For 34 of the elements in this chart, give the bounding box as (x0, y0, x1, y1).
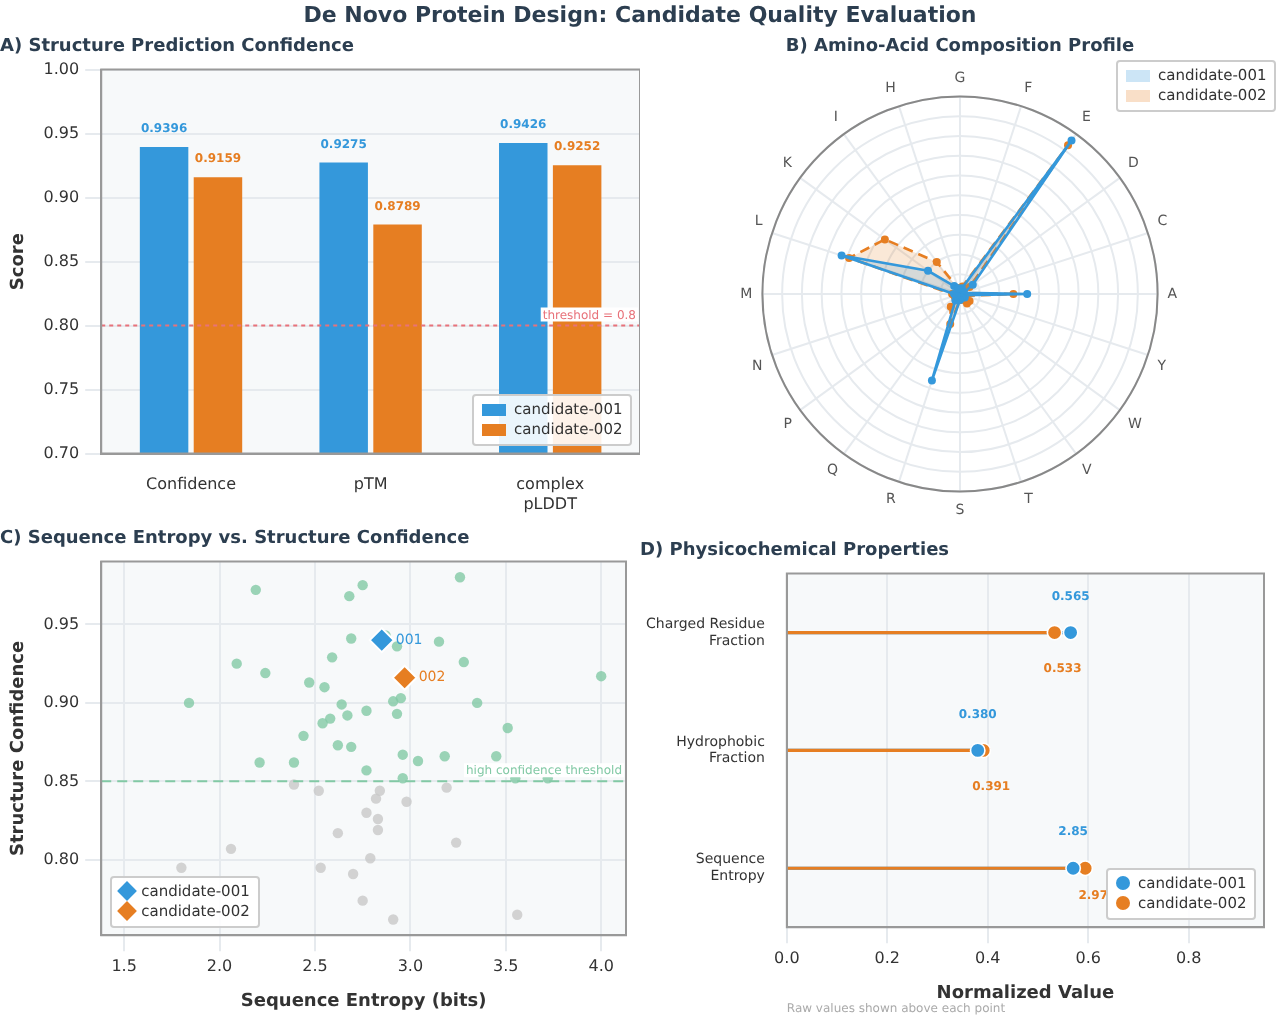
x-tick-label: 3.5 (493, 956, 519, 975)
y-tick-label: 0.85 (43, 251, 80, 270)
x-axis-title: Sequence Entropy (bits) (240, 991, 487, 1012)
y-tick-label: 0.80 (43, 315, 80, 334)
chart-title: A) Structure Prediction Confidence (0, 37, 354, 58)
x-tick-label: 4.0 (588, 956, 614, 975)
chart-title: D) Physicochemical Properties (640, 541, 950, 562)
x-tick-label: 3.0 (397, 956, 424, 975)
y-axis-title: Structure Confidence (9, 640, 30, 857)
chart-title: B) Amino-Acid Composition Profile (785, 37, 1135, 58)
y-tick-label: 0.90 (43, 187, 80, 206)
chart-title: C) Sequence Entropy vs. Structure Confidence (0, 529, 470, 550)
x-tick-label: complex pLDDT (516, 475, 585, 513)
y-tick-label: 0.95 (43, 123, 80, 142)
text: De Novo Protein Design: Candidate Quality Evaluation (301, 2, 979, 28)
y-tick-label: 0.70 (43, 443, 80, 462)
y-tick-label: 0.85 (43, 771, 80, 790)
x-tick-label: pTM (353, 475, 388, 494)
x-tick-label: 1.5 (111, 956, 137, 975)
y-tick-label: 0.90 (43, 693, 80, 712)
x-tick-label: 0.2 (874, 948, 901, 967)
x-tick-label: 2.5 (302, 956, 328, 975)
y-tick-label: 0.75 (43, 379, 80, 398)
x-tick-label: 0.4 (975, 948, 1001, 967)
x-tick-label: 0.8 (1175, 948, 1202, 967)
y-tick-label: 0.80 (43, 850, 80, 869)
y-tick-label: 1.00 (43, 59, 80, 78)
y-tick-label: 0.95 (43, 614, 80, 633)
x-tick-label: 0.6 (1075, 948, 1101, 967)
x-tick-label: 2.0 (206, 956, 233, 975)
y-axis-title: Score (9, 233, 30, 291)
x-axis-title: Normalized Value (936, 983, 1115, 1004)
x-tick-label: Confidence (146, 475, 237, 494)
x-tick-label: 0.0 (774, 948, 800, 967)
